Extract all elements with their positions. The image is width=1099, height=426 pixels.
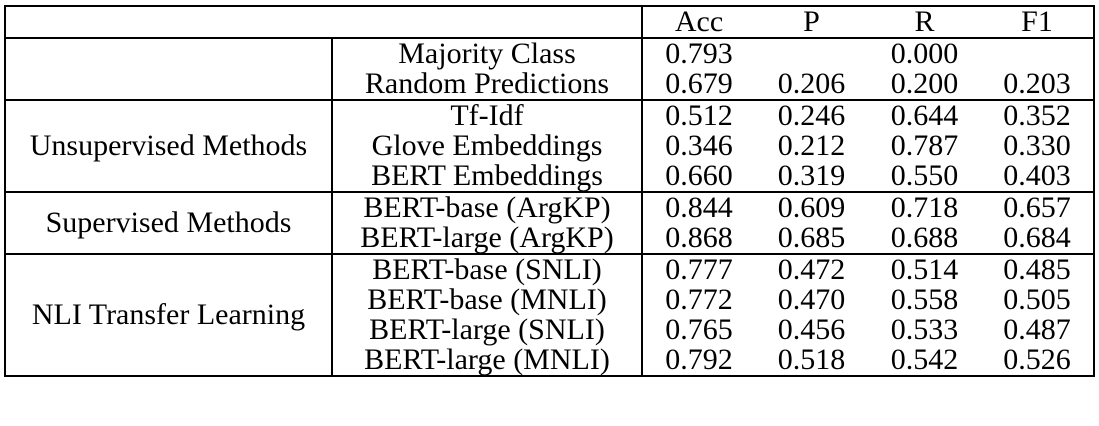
metric-cell-acc: 0.792 [665, 343, 733, 376]
metric-cell-f1: 0.485 [1003, 253, 1071, 286]
column-header-f1: F1 [981, 6, 1094, 39]
header-row: Acc P R F1 [5, 6, 1094, 39]
method-cell: Glove Embeddings [332, 131, 643, 161]
table-row-bert-base-snli: NLI Transfer Learning BERT-base (SNLI) 0… [5, 253, 1094, 376]
method-cell: Tf-Idf [332, 100, 643, 131]
table-row-bert-base-mnli: BERT-base (MNLI) 0.772 0.470 0.558 0.505 [5, 285, 1094, 315]
metric-cell-r: 0.514 [890, 253, 959, 286]
metric-cell-f1 [981, 38, 1094, 69]
metric-cell-acc: 0.660 [642, 161, 755, 193]
group-cell-nli-transfer-learning: NLI Transfer Learning [5, 254, 333, 376]
metric-cell-r: 0.000 [890, 37, 959, 70]
metric-cell-f1: 0.487 [1003, 313, 1071, 346]
method-cell: BERT-base (MNLI) [332, 285, 643, 315]
column-header-p: P [755, 6, 868, 39]
metric-cell-r: 0.644 [890, 99, 959, 132]
metric-cell-r: 0.558 [890, 283, 959, 316]
metric-cell-r: 0.542 [890, 343, 959, 376]
metric-cell-p-best: 0.685 [755, 223, 868, 255]
method-cell: BERT-base (SNLI) [332, 254, 643, 285]
metric-cell-f1: 0.505 [1003, 283, 1071, 316]
metric-cell-f1: 0.330 [1003, 129, 1071, 162]
metric-cell-f1: 0.403 [981, 161, 1094, 193]
metric-cell-p: 0.609 [777, 191, 846, 224]
metric-cell-acc: 0.793 [665, 37, 733, 70]
metric-cell-p: 0.246 [777, 99, 846, 132]
table-row-glove-embeddings: Glove Embeddings 0.346 0.212 0.787 0.330 [5, 131, 1094, 161]
metric-cell-f1: 0.657 [1003, 191, 1071, 224]
metric-cell-p: 0.456 [777, 313, 846, 346]
table-row-bert-large-snli: BERT-large (SNLI) 0.765 0.456 0.533 0.48… [5, 315, 1094, 345]
results-table: Acc P R F1 Majority Class 0.793 0.000 Ra… [4, 5, 1095, 377]
method-cell: BERT-large (ArgKP) [332, 223, 643, 255]
method-cell: BERT Embeddings [332, 161, 643, 193]
metric-cell-f1: 0.352 [1003, 99, 1071, 132]
metric-cell-r: 0.787 [890, 129, 959, 162]
metric-cell-acc: 0.765 [665, 313, 733, 346]
table-row-bert-large-argkp-best: BERT-large (ArgKP) 0.868 0.685 0.688 0.6… [5, 223, 1094, 255]
group-cell-baselines [5, 38, 333, 101]
metric-cell-acc: 0.679 [642, 69, 755, 101]
metric-cell-f1: 0.203 [981, 69, 1094, 101]
metric-cell-p: 0.212 [777, 129, 846, 162]
metric-cell-r: 0.550 [868, 161, 981, 193]
table-row-majority-class: Majority Class 0.793 0.000 [5, 37, 1094, 101]
metric-cell-r-best: 0.688 [868, 223, 981, 255]
metric-cell-r: 0.718 [890, 191, 959, 224]
column-header-acc: Acc [642, 6, 755, 39]
metric-cell-p: 0.470 [777, 283, 846, 316]
metric-cell-r: 0.533 [890, 313, 959, 346]
table-row-random-predictions: Random Predictions 0.679 0.206 0.200 0.2… [5, 69, 1094, 101]
method-cell: Majority Class [332, 38, 643, 69]
table-row-tf-idf: Unsupervised Methods Tf-Idf 0.512 0.246 … [5, 99, 1094, 193]
metric-cell-f1: 0.526 [1003, 343, 1071, 376]
metric-cell-acc: 0.346 [665, 129, 733, 162]
header-empty-cell [5, 6, 643, 39]
group-cell-unsupervised-methods: Unsupervised Methods [5, 100, 333, 193]
method-cell: Random Predictions [332, 69, 643, 101]
method-cell: BERT-large (SNLI) [332, 315, 643, 345]
metric-cell-r: 0.200 [868, 69, 981, 101]
metric-cell-acc-best: 0.868 [642, 223, 755, 255]
table-row-bert-embeddings: BERT Embeddings 0.660 0.319 0.550 0.403 [5, 161, 1094, 193]
column-header-r: R [868, 6, 981, 39]
table-row-bert-base-argkp: Supervised Methods BERT-base (ArgKP) 0.8… [5, 191, 1094, 255]
metric-cell-p [755, 38, 868, 69]
metric-cell-p: 0.472 [777, 253, 846, 286]
table-row-bert-large-mnli: BERT-large (MNLI) 0.792 0.518 0.542 0.52… [5, 345, 1094, 376]
metric-cell-acc: 0.512 [665, 99, 733, 132]
metric-cell-acc: 0.772 [665, 283, 733, 316]
group-cell-supervised-methods: Supervised Methods [5, 192, 333, 255]
method-cell: BERT-base (ArgKP) [332, 192, 643, 223]
metric-cell-acc: 0.844 [665, 191, 733, 224]
metric-cell-f1-best: 0.684 [981, 223, 1094, 255]
metric-cell-p: 0.518 [777, 343, 846, 376]
method-cell: BERT-large (MNLI) [332, 345, 643, 376]
metric-cell-p: 0.206 [755, 69, 868, 101]
metric-cell-p: 0.319 [755, 161, 868, 193]
metric-cell-acc: 0.777 [665, 253, 733, 286]
